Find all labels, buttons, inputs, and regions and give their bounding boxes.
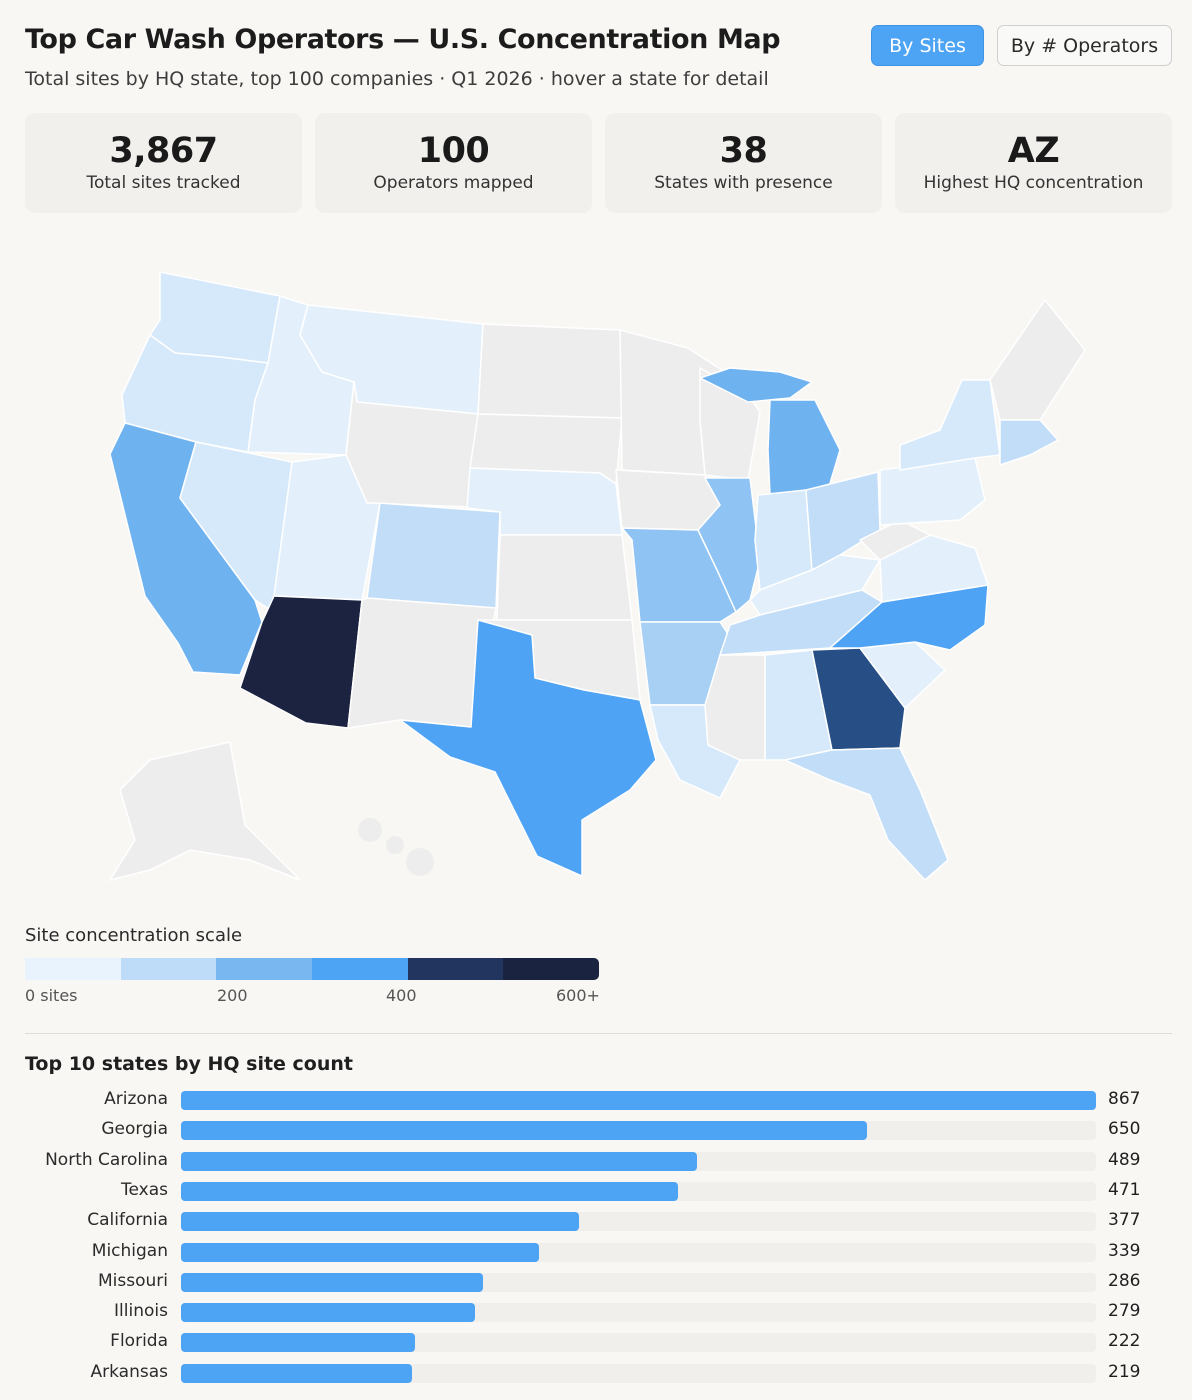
state-shape-hi[interactable] — [406, 848, 434, 876]
scale-swatch — [407, 958, 504, 980]
state-shape-oh[interactable] — [805, 471, 881, 571]
scale-bar — [25, 958, 600, 980]
bar-value: 286 — [1108, 1270, 1141, 1291]
bar-fill — [181, 1242, 539, 1262]
state-shape-ne-states[interactable] — [989, 299, 1086, 421]
scale-swatch — [312, 958, 408, 980]
stat-card-total-sites: 3,867 Total sites tracked — [25, 113, 302, 213]
scale-label-max: 600+ — [556, 986, 600, 1005]
bar-fill — [181, 1333, 415, 1353]
scale-title: Site concentration scale — [25, 925, 243, 946]
page-subtitle: Total sites by HQ state, top 100 compani… — [25, 68, 769, 90]
bar-label: Georgia — [101, 1119, 168, 1140]
state-shape-pa[interactable] — [879, 457, 986, 526]
stat-label: Highest HQ concentration — [923, 173, 1144, 193]
scale-label-200: 200 — [217, 986, 248, 1005]
state-shape-mi[interactable] — [767, 399, 841, 496]
bar-label: Florida — [110, 1331, 168, 1352]
scale-swatch — [120, 958, 217, 980]
bar-value: 279 — [1108, 1301, 1141, 1322]
state-shape-ia[interactable] — [615, 469, 721, 531]
bar-value: 471 — [1108, 1179, 1141, 1200]
stat-card-top-state: AZ Highest HQ concentration — [895, 113, 1172, 213]
bar-label: Arkansas — [90, 1361, 169, 1382]
by-sites-toggle[interactable]: By Sites — [871, 25, 984, 66]
bar-row[interactable]: Georgia 650 — [0, 1119, 1192, 1141]
bar-row[interactable]: North Carolina 489 — [0, 1149, 1192, 1171]
bar-value: 867 — [1108, 1089, 1141, 1109]
bar-label: North Carolina — [45, 1149, 168, 1170]
bar-row[interactable]: Arizona 867 — [0, 1089, 1192, 1110]
state-shape-mi-up[interactable] — [699, 367, 813, 403]
state-shape-ma-ct[interactable] — [999, 419, 1059, 466]
state-shape-fl[interactable] — [784, 747, 949, 881]
bar-row[interactable]: Michigan 339 — [0, 1240, 1192, 1262]
state-shape-il[interactable] — [697, 477, 761, 613]
scale-swatch — [503, 958, 600, 980]
section-divider — [25, 1033, 1172, 1034]
bar-fill — [181, 1363, 412, 1383]
stat-value: 38 — [719, 131, 768, 171]
stat-label: Operators mapped — [373, 173, 534, 193]
stat-value: AZ — [1007, 131, 1060, 171]
bar-row[interactable]: Arkansas 219 — [0, 1361, 1192, 1383]
bar-value: 377 — [1108, 1210, 1141, 1231]
bar-value: 650 — [1108, 1119, 1141, 1140]
bar-label: Texas — [121, 1179, 168, 1200]
bar-row[interactable]: Missouri 286 — [0, 1270, 1192, 1292]
bar-value: 222 — [1108, 1331, 1141, 1352]
state-shape-ny[interactable] — [899, 379, 1001, 471]
bar-fill — [181, 1272, 483, 1292]
bar-row[interactable]: Texas 471 — [0, 1179, 1192, 1201]
state-shape-tx[interactable] — [399, 619, 657, 877]
state-shape-hi[interactable] — [358, 818, 382, 842]
us-choropleth-map — [108, 271, 1086, 882]
bar-chart: Arizona 867 Georgia 650 North Carolina 489 Tex… — [0, 1089, 1192, 1390]
by-operators-toggle[interactable]: By # Operators — [997, 25, 1172, 66]
bar-label: Michigan — [91, 1240, 168, 1261]
bar-value: 489 — [1108, 1149, 1141, 1170]
bar-row[interactable]: Florida 222 — [0, 1331, 1192, 1353]
state-shape-nv[interactable] — [179, 441, 293, 613]
state-shape-wv[interactable] — [859, 519, 931, 561]
page-title: Top Car Wash Operators — U.S. Concentrat… — [25, 24, 781, 55]
bar-fill — [181, 1121, 867, 1141]
bar-fill — [181, 1181, 678, 1201]
bar-row[interactable]: California 377 — [0, 1210, 1192, 1232]
stat-value: 3,867 — [109, 131, 218, 171]
state-shape-ks[interactable] — [496, 534, 633, 621]
bar-label: Illinois — [114, 1301, 168, 1322]
state-shape-nd[interactable] — [477, 323, 623, 419]
stat-value: 100 — [417, 131, 490, 171]
stat-card-states: 38 States with presence — [605, 113, 882, 213]
scale-label-400: 400 — [386, 986, 417, 1005]
bar-fill — [181, 1151, 697, 1171]
bar-label: Missouri — [98, 1270, 168, 1291]
scale-label-min: 0 sites — [25, 986, 78, 1005]
state-shape-hi[interactable] — [386, 836, 404, 854]
stat-card-operators: 100 Operators mapped — [315, 113, 592, 213]
scale-swatch — [25, 958, 121, 980]
bar-fill — [181, 1212, 579, 1232]
state-shape-co[interactable] — [366, 502, 501, 609]
stat-label: States with presence — [654, 173, 833, 193]
stat-label: Total sites tracked — [86, 173, 241, 193]
bar-chart-title: Top 10 states by HQ site count — [25, 1053, 353, 1075]
bar-row[interactable]: Illinois 279 — [0, 1301, 1192, 1323]
state-shape-ak[interactable] — [108, 741, 301, 882]
bar-label: California — [87, 1210, 168, 1231]
bar-label: Arizona — [104, 1089, 168, 1109]
bar-value: 339 — [1108, 1240, 1141, 1261]
bar-fill — [181, 1091, 1096, 1110]
scale-swatch — [216, 958, 313, 980]
bar-fill — [181, 1303, 475, 1323]
bar-value: 219 — [1108, 1361, 1141, 1382]
